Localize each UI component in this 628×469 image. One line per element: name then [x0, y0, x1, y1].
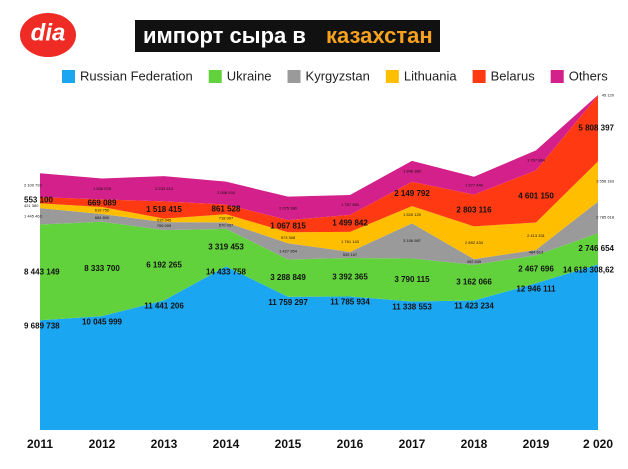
legend-label: Others [569, 68, 609, 83]
x-tick-label: 2013 [151, 437, 178, 451]
area [40, 95, 598, 221]
x-tick-label: 2012 [89, 437, 116, 451]
value-label: 6 192 265 [146, 260, 182, 269]
area [40, 201, 598, 265]
value-label: 1 761 143 [341, 239, 360, 244]
legend-label: Kyrgyzstan [306, 68, 370, 83]
x-tick-label: 2014 [213, 437, 240, 451]
value-label: 4 601 150 [518, 192, 554, 201]
value-label: 3 392 365 [332, 272, 368, 281]
value-label: 2 803 116 [456, 206, 492, 215]
legend-label: Lithuania [404, 68, 458, 83]
value-label: 3 162 066 [456, 278, 492, 287]
area [40, 161, 598, 260]
value-label: 2 233 213 [155, 186, 174, 191]
value-label: 9 689 738 [24, 321, 60, 330]
legend-swatch [550, 70, 564, 83]
x-tick-label: 2017 [399, 437, 426, 451]
value-label: 1 518 415 [146, 205, 182, 214]
value-label: 684 800 [95, 215, 110, 220]
chart-title-highlight: казахстан [326, 23, 433, 48]
legend-label: Russian Federation [80, 68, 193, 83]
value-label: 2 785 618 [596, 214, 615, 219]
value-label: 3 319 453 [208, 243, 244, 252]
value-label: 421 380 [24, 203, 39, 208]
value-label: 315 345 [157, 217, 172, 222]
value-label: 11 338 553 [392, 303, 432, 312]
value-label: 11 759 297 [268, 298, 308, 307]
value-label: 2 413 331 [527, 233, 546, 238]
value-label: 570 937 [219, 223, 234, 228]
value-label: 1 757 983 [341, 202, 360, 207]
value-label: 539 167 [343, 252, 358, 257]
legend-swatch [62, 70, 75, 83]
legend-swatch [385, 70, 399, 83]
value-label: 861 528 [212, 204, 241, 213]
value-label: 2 100 792 [24, 182, 43, 187]
value-label: 669 089 [88, 198, 117, 207]
logo-badge [20, 13, 76, 57]
x-tick-label: 2 020 [583, 437, 613, 451]
value-label: 12 946 111 [516, 284, 556, 293]
value-label: 11 785 934 [330, 298, 370, 307]
value-label: 1 848 380 [403, 168, 422, 173]
value-label: 1 427 954 [279, 248, 298, 253]
chart-title: импорт сыра в [143, 23, 306, 48]
legend-swatch [287, 70, 301, 83]
value-label: 1 067 815 [270, 221, 306, 230]
value-label: 2 149 792 [394, 189, 430, 198]
value-label: 2 075 380 [279, 205, 298, 210]
value-label: 2 008 534 [217, 190, 236, 195]
x-tick-label: 2011 [27, 437, 53, 451]
x-tick-label: 2018 [461, 437, 488, 451]
value-label: 492 535 [467, 259, 482, 264]
value-label: 3 558 183 [596, 179, 615, 184]
value-label: 1 499 842 [332, 219, 368, 228]
value-label: 1 836 078 [93, 186, 112, 191]
value-label: 1 520 125 [403, 212, 422, 217]
value-label: 2 892 434 [465, 240, 484, 245]
x-tick-label: 2019 [523, 437, 550, 451]
value-label: 1 577 446 [465, 183, 484, 188]
value-label: 1 767 864 [527, 157, 546, 162]
area [40, 221, 598, 321]
value-label: 718 907 [219, 215, 234, 220]
value-label: 8 333 700 [84, 264, 120, 273]
value-label: 706 009 [157, 223, 172, 228]
value-label: 3 106 987 [403, 238, 422, 243]
value-label: 11 423 234 [454, 302, 494, 311]
value-label: 45 120 [602, 92, 615, 97]
value-label: 1 445 463 [24, 213, 43, 218]
value-label: 553 100 [24, 195, 53, 204]
value-label: 2 746 654 [578, 244, 614, 253]
area [40, 264, 598, 430]
value-label: 2 467 696 [518, 264, 554, 273]
value-label: 973 308 [281, 235, 296, 240]
value-label: 3 790 115 [394, 275, 430, 284]
value-label: 14 618 308,62 [563, 265, 615, 274]
title-box [135, 20, 440, 52]
value-label: 484 613 [529, 250, 544, 255]
value-label: 3 288 849 [270, 273, 306, 282]
legend-label: Belarus [491, 68, 536, 83]
x-tick-label: 2015 [275, 437, 302, 451]
value-label: 8 443 149 [24, 267, 60, 276]
value-label: 5 808 397 [578, 124, 614, 133]
value-label: 10 045 999 [82, 317, 123, 326]
legend-swatch [208, 70, 222, 83]
value-label: 11 441 206 [144, 301, 184, 310]
area [40, 95, 598, 233]
legend-label: Ukraine [227, 68, 272, 83]
legend-swatch [472, 70, 486, 83]
x-tick-label: 2016 [337, 437, 364, 451]
logo-text: dia [31, 19, 66, 46]
value-label: 14 433 758 [206, 268, 247, 277]
value-label: 619 750 [95, 208, 110, 213]
